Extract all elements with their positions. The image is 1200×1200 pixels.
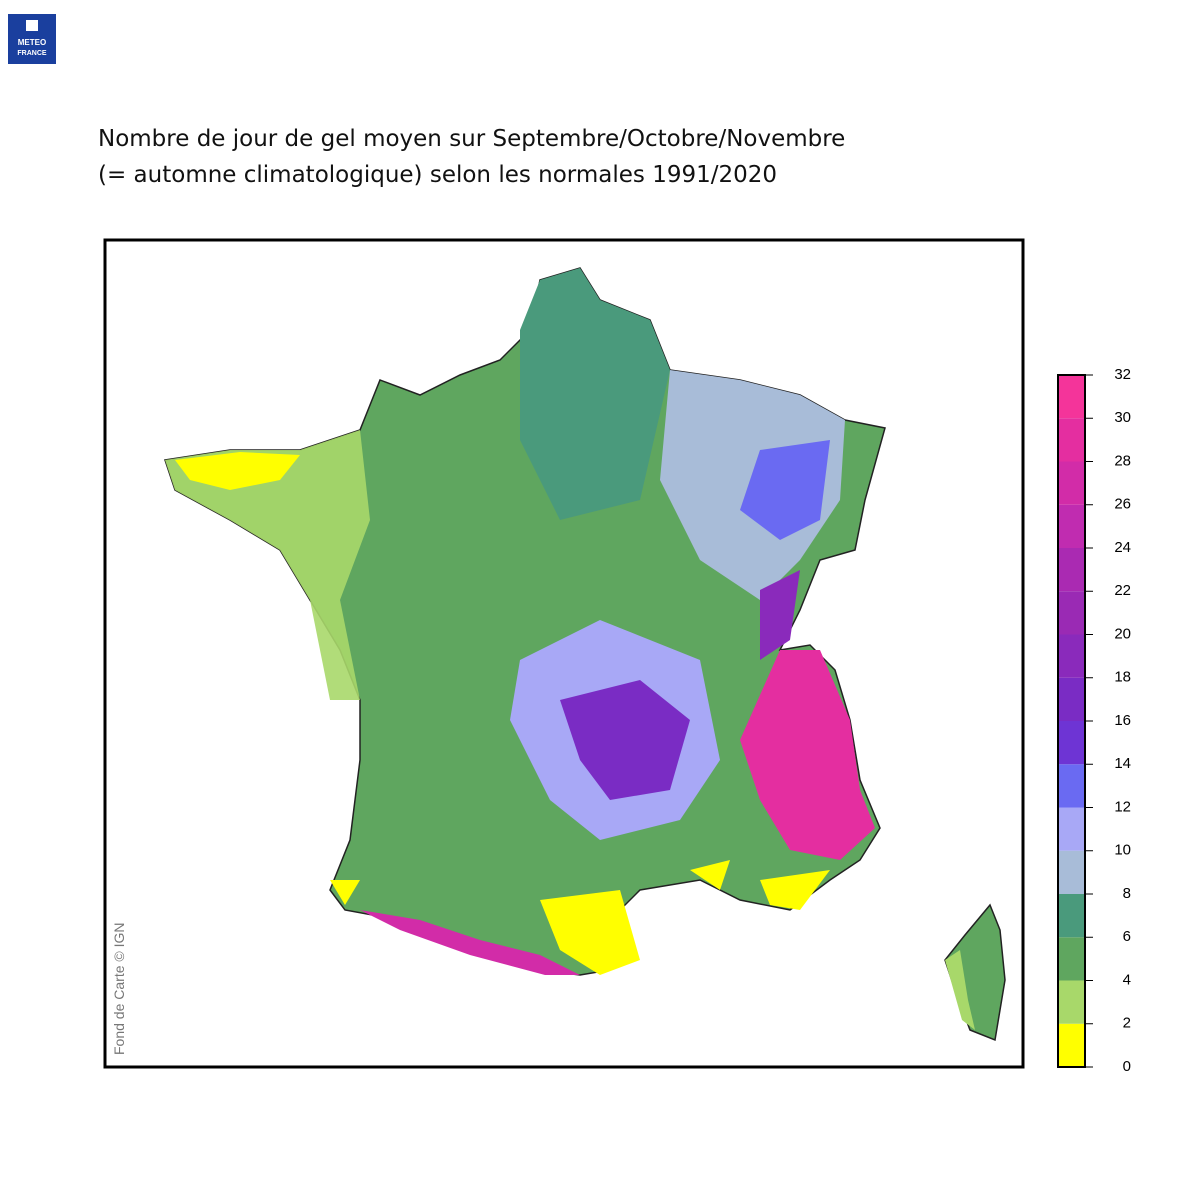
region <box>520 268 670 520</box>
legend-bin <box>1058 850 1085 894</box>
legend-tick-label: 24 <box>1114 539 1131 556</box>
legend-tick-label: 18 <box>1114 669 1131 686</box>
region <box>360 910 580 975</box>
corsica <box>944 903 1006 1042</box>
logo-text: METEO <box>18 38 46 47</box>
region <box>165 430 370 700</box>
legend-bin <box>1058 418 1085 462</box>
legend-tick-label: 16 <box>1114 712 1131 729</box>
corsica-coast <box>945 950 975 1030</box>
legend-tick-label: 4 <box>1123 971 1131 988</box>
legend-tick-label: 8 <box>1123 885 1131 902</box>
legend-bin <box>1058 591 1085 635</box>
legend-bin <box>1058 937 1085 981</box>
legend-tick-label: 30 <box>1114 409 1131 426</box>
legend-bin <box>1058 721 1085 765</box>
region <box>175 452 300 490</box>
logo-text: FRANCE <box>17 50 46 57</box>
legend-bin <box>1058 677 1085 721</box>
region <box>330 860 830 975</box>
legend-tick-label: 20 <box>1114 625 1131 642</box>
region <box>560 680 690 800</box>
legend-bin <box>1058 634 1085 678</box>
region <box>740 440 830 540</box>
legend-bin <box>1058 461 1085 505</box>
legend-bin <box>1058 1023 1085 1067</box>
region <box>740 650 875 860</box>
logo-icon <box>26 20 38 31</box>
legend-bin <box>1058 764 1085 808</box>
legend-tick-label: 10 <box>1114 842 1131 859</box>
title: (= automne climatologique) selon les nor… <box>98 162 777 188</box>
legend-bin <box>1058 548 1085 592</box>
legend-tick-label: 2 <box>1123 1015 1131 1032</box>
legend-bin <box>1058 375 1085 419</box>
region <box>760 570 800 660</box>
legend-tick-label: 32 <box>1114 366 1131 383</box>
legend-tick-label: 6 <box>1123 928 1131 945</box>
legend-tick-label: 22 <box>1114 582 1131 599</box>
legend-bin <box>1058 504 1085 548</box>
legend-tick-label: 28 <box>1114 452 1131 469</box>
legend-tick-label: 26 <box>1114 496 1131 513</box>
legend-bin <box>1058 807 1085 851</box>
legend-tick-label: 0 <box>1123 1058 1131 1075</box>
legend-tick-label: 14 <box>1114 755 1131 772</box>
title: Nombre de jour de gel moyen sur Septembr… <box>98 126 845 152</box>
legend-bin <box>1058 980 1085 1024</box>
map <box>164 267 1006 1042</box>
legend-tick-label: 12 <box>1114 798 1131 815</box>
credit: Fond de Carte © IGN <box>111 923 127 1055</box>
legend-bin <box>1058 894 1085 938</box>
